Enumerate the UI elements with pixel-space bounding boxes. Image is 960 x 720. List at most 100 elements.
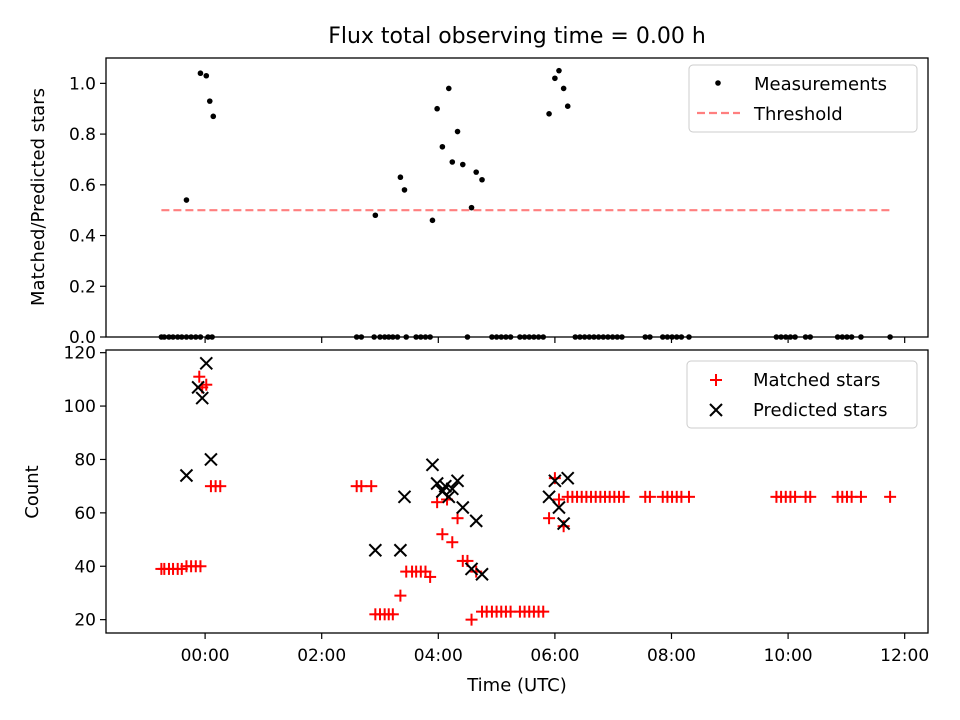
matched-star-point [682,490,695,503]
xtick-label: 02:00 [297,646,346,666]
chart-title: Flux total observing time = 0.00 h [328,24,706,49]
predicted-star-point [548,474,562,488]
bottom-ytick-label: 40 [74,557,96,577]
measurement-point [429,217,436,224]
legend-matched-label: Matched stars [753,370,880,391]
bottom-ytick-label: 80 [74,450,96,470]
predicted-star-point [393,543,408,557]
predicted-star-point [450,474,465,488]
xtick-label: 06:00 [530,646,579,666]
predicted-star-point [430,476,444,491]
legend-threshold-label: Threshold [753,104,843,125]
predicted-star-point [204,452,218,467]
matched-star-point [446,536,459,549]
legend-matched-marker [710,374,722,386]
measurement-point [546,111,552,117]
predicted-star-point [561,471,575,485]
measurement-point [454,128,461,135]
measurement-point [372,212,379,219]
predicted-star-point [438,479,453,493]
matched-star-point [643,490,656,503]
bottom-y-ticks: 20 40 60 80 100 120 [64,344,106,631]
measurement-point [473,169,479,175]
matched-star-point [424,570,437,583]
matched-star-point [451,512,464,525]
predicted-star-point [425,458,440,472]
measurement-point [439,143,446,150]
matched-star-point [884,490,897,503]
matched-star-point [804,490,817,503]
matched-star-point [194,560,207,573]
top-ytick-label: 0.4 [69,227,96,247]
bottom-y-axis-label: Count [22,465,43,518]
measurement-point [479,176,485,183]
bottom-ytick-label: 120 [64,344,96,364]
top-y-ticks: 0.0 0.2 0.4 0.6 0.8 1.0 [69,74,106,348]
bottom-ytick-label: 60 [74,504,96,524]
predicted-star-point [542,490,556,504]
measurement-point [556,67,562,74]
predicted-star-point [552,500,566,515]
matched-star-point [548,472,561,485]
predicted-star-point [195,391,209,405]
predicted-star-point [475,567,489,581]
legend-measurements-marker [715,80,721,86]
predicted-star-point [397,490,412,504]
top-ytick-label: 0.8 [69,125,96,145]
measurement-point [434,105,440,112]
matched-star-point [617,490,630,503]
measurement-point [468,204,475,211]
predicted-star-point [199,356,213,371]
top-ytick-label: 0.0 [69,328,96,348]
top-ytick-label: 1.0 [69,74,96,94]
xtick-label: 08:00 [647,646,696,666]
xtick-label: 00:00 [181,646,230,666]
x-axis-label: Time (UTC) [466,675,567,696]
predicted-star-point [179,468,194,483]
matched-star-point [214,480,227,493]
bottom-x-ticks: 00:00 02:00 04:00 06:00 08:00 10:00 12:00 [181,633,929,666]
predicted-star-point [368,543,383,557]
measurement-point [197,70,204,77]
matched-star-point [200,378,213,391]
matched-star-point [465,613,478,626]
matched-star-point [193,370,206,383]
matched-star-point [543,512,556,525]
bottom-points-layer [155,356,897,626]
top-legend-box [688,64,918,133]
predicted-star-point [464,562,479,576]
measurement-point [564,103,571,109]
top-x-ticks [204,337,906,343]
measurement-point [560,85,567,92]
measurement-point [183,197,190,203]
matched-star-point [789,490,802,503]
legend-measurements-label: Measurements [754,74,887,95]
legend-predicted-label: Predicted stars [753,400,887,421]
top-axes-frame [105,57,929,338]
matched-star-point [436,528,449,541]
predicted-star-point [556,516,571,531]
measurement-point [449,159,456,165]
measurement-point [445,85,452,92]
bottom-axes-frame [105,349,929,634]
predicted-star-point [456,500,470,515]
xtick-label: 04:00 [414,646,463,666]
matched-star-point [854,490,867,503]
matched-star-point [557,520,570,533]
xtick-label: 12:00 [880,646,929,666]
matched-star-point [394,589,407,602]
predicted-star-point [445,482,459,496]
matched-star-point [431,496,444,509]
bottom-panel: 20 40 60 80 100 120 00:00 02:00 04:00 06:00 08:00… [22,344,929,696]
predicted-star-point [191,380,205,395]
measurement-point [459,161,466,168]
matched-star-point [386,608,399,621]
bottom-ytick-label: 100 [64,397,96,417]
top-panel: 0.0 0.2 0.4 0.6 0.8 1.0 Matched/Predicted sta… [28,57,929,348]
predicted-star-point [442,490,456,504]
measurement-point [206,98,213,104]
bottom-legend: Matched stars Predicted stars [686,360,918,429]
measurement-point [210,113,217,120]
matched-star-point [365,480,378,493]
